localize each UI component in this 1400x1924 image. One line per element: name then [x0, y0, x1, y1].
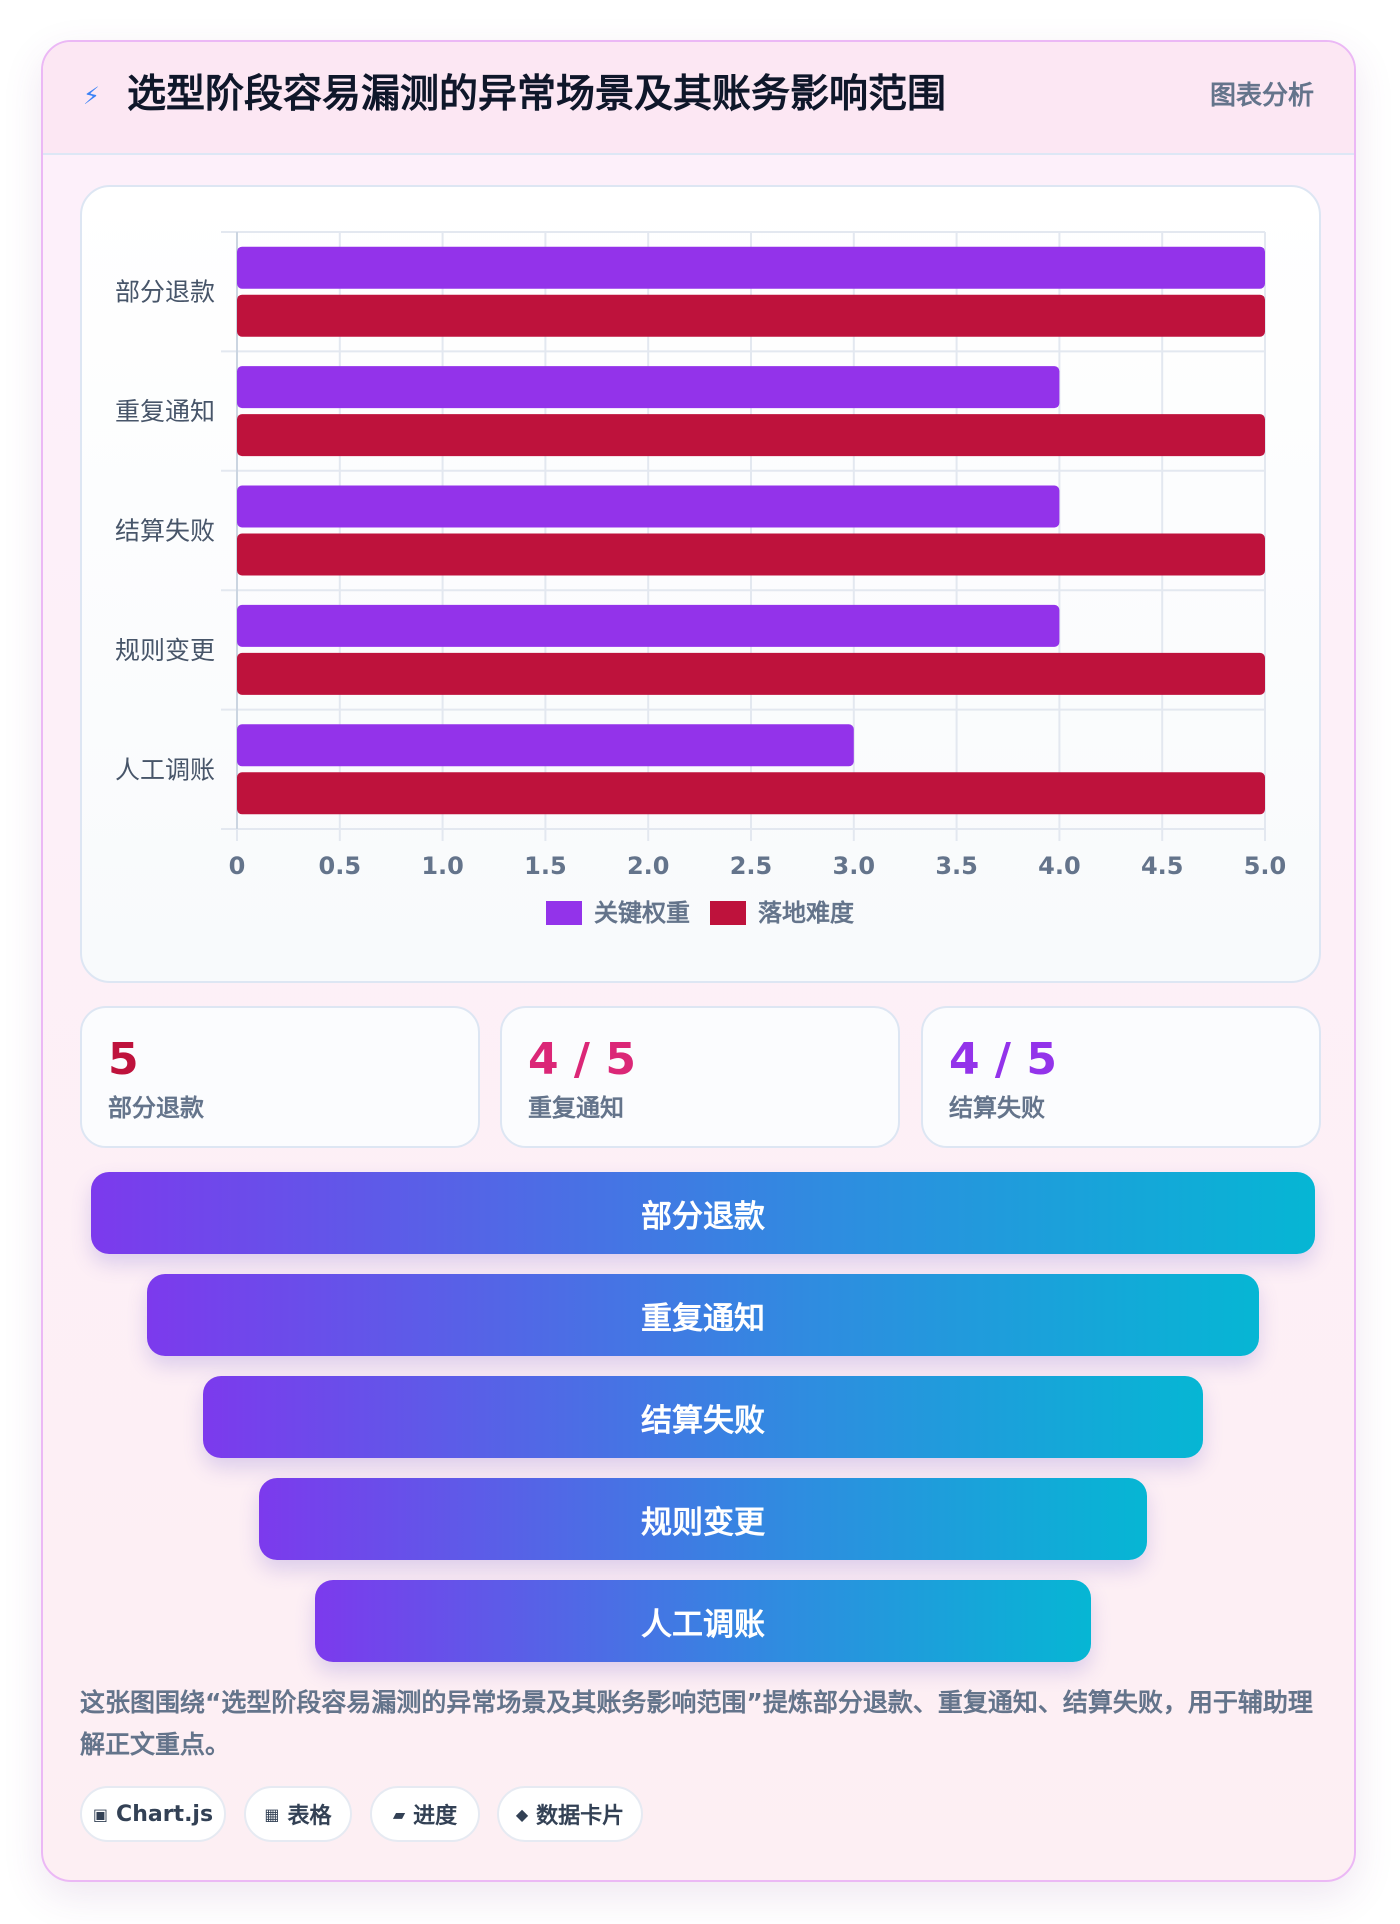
funnel-step: 规则变更 [259, 1478, 1147, 1560]
bar-difficulty [237, 533, 1265, 576]
card-header: ⚡ 选型阶段容易漏测的异常场景及其账务影响范围 图表分析 [43, 42, 1354, 155]
bar-key-weight [237, 724, 854, 767]
stat-label: 结算失败 [949, 1094, 1045, 1122]
bar-difficulty [237, 294, 1265, 337]
bar-difficulty [237, 772, 1265, 815]
stat-card: 4 / 5 重复通知 [500, 1006, 900, 1148]
y-tick-label: 规则变更 [115, 636, 215, 665]
stat-card: 4 / 5 结算失败 [921, 1006, 1321, 1148]
stat-label: 部分退款 [108, 1094, 204, 1122]
y-tick-label: 结算失败 [115, 517, 215, 546]
x-tick-label: 4.0 [1038, 852, 1081, 880]
legend-swatch [546, 901, 582, 925]
y-tick-label: 重复通知 [115, 397, 215, 426]
stat-card: 5 部分退款 [80, 1006, 480, 1148]
bar-key-weight [237, 246, 1265, 289]
x-tick-label: 5.0 [1244, 852, 1287, 880]
x-tick-label: 2.5 [730, 852, 773, 880]
tag-progress[interactable]: ▰ 进度 [370, 1786, 480, 1842]
x-tick-label: 3.0 [833, 852, 876, 880]
chart-icon: ▣ [92, 1804, 109, 1824]
tag-table[interactable]: ▦ 表格 [244, 1786, 352, 1842]
progress-icon: ▰ [392, 1804, 406, 1824]
bar-key-weight [237, 366, 1060, 409]
tag-label: 数据卡片 [536, 1804, 625, 1829]
tag-label: Chart.js [116, 1801, 214, 1827]
diamond-icon: ◆ [515, 1804, 529, 1824]
stat-value: 5 [108, 1034, 139, 1085]
legend-label: 关键权重 [594, 899, 690, 927]
legend-swatch [710, 901, 746, 925]
funnel-step: 重复通知 [147, 1274, 1259, 1356]
tag-chartjs[interactable]: ▣ Chart.js [80, 1786, 226, 1842]
chart-analysis-tag: 图表分析 [1209, 81, 1314, 111]
chart-card: ⚡ 选型阶段容易漏测的异常场景及其账务影响范围 图表分析 0 0.5 1.0 1.5 2… [41, 40, 1356, 1882]
x-tick-label: 2.0 [627, 852, 670, 880]
y-tick-label: 人工调账 [115, 755, 215, 784]
chart-panel: 0 0.5 1.0 1.5 2.0 2.5 3.0 3.5 4.0 4.5 5.0 部分退款重复通知结… [80, 185, 1321, 983]
bar-difficulty [237, 414, 1265, 457]
x-tick-label: 1.0 [421, 852, 464, 880]
stat-value: 4 / 5 [949, 1034, 1057, 1085]
tag-label: 进度 [413, 1804, 458, 1829]
y-tick-label: 部分退款 [115, 278, 215, 307]
stat-label: 重复通知 [528, 1094, 624, 1122]
table-icon: ▦ [264, 1804, 280, 1824]
x-tick-label: 4.5 [1141, 852, 1184, 880]
x-tick-label: 3.5 [935, 852, 978, 880]
tag-label: 表格 [287, 1804, 332, 1829]
chart-description: 这张图围绕“选型阶段容易漏测的异常场景及其账务影响范围”提炼部分退款、重复通知、… [80, 1688, 1313, 1759]
bar-key-weight [237, 604, 1060, 647]
funnel-step: 人工调账 [315, 1580, 1091, 1662]
legend-label: 落地难度 [758, 899, 855, 927]
funnel-step: 结算失败 [203, 1376, 1203, 1458]
x-tick-label: 0 [229, 852, 246, 880]
bar-chart: 0 0.5 1.0 1.5 2.0 2.5 3.0 3.5 4.0 4.5 5.0 部分退款重复通知结… [115, 231, 1287, 927]
x-tick-label: 1.5 [524, 852, 567, 880]
funnel: 部分退款 重复通知 结算失败 规则变更 人工调账 [43, 1172, 1354, 1662]
bar-key-weight [237, 485, 1060, 528]
x-tick-label: 0.5 [319, 852, 362, 880]
funnel-step: 部分退款 [91, 1172, 1315, 1254]
tag-data-card[interactable]: ◆ 数据卡片 [497, 1786, 643, 1842]
stat-value: 4 / 5 [528, 1034, 636, 1085]
lightning-icon: ⚡ [83, 82, 100, 110]
bar-difficulty [237, 652, 1265, 695]
stat-cards: 5 部分退款 4 / 5 重复通知 4 / 5 结算失败 [80, 1006, 1321, 1148]
page-title: 选型阶段容易漏测的异常场景及其账务影响范围 [127, 72, 947, 117]
